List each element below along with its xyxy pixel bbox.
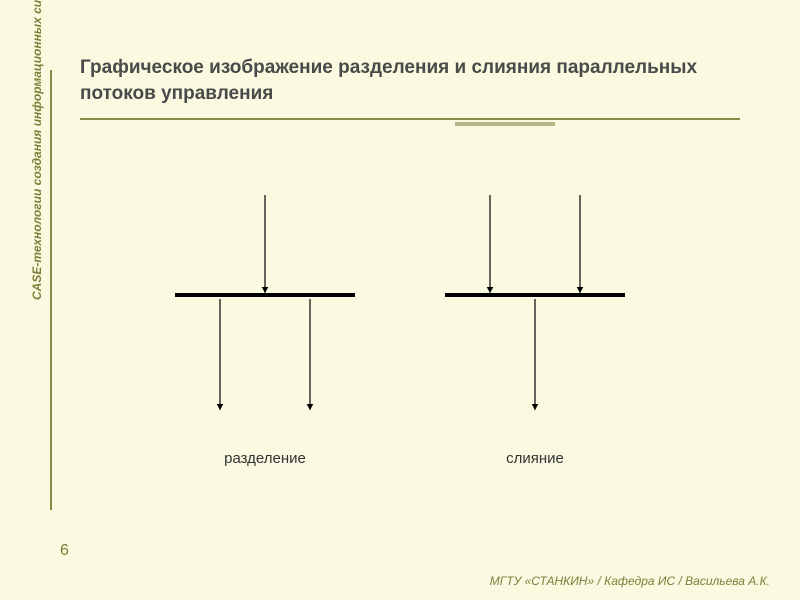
title-underline [80, 118, 740, 120]
sidebar-title: CASE-технологии создания информационных … [30, 0, 44, 300]
fork-caption: разделение [155, 450, 375, 467]
fork-diagram [155, 195, 375, 410]
sidebar-rule [50, 70, 52, 510]
footer-text: МГТУ «СТАНКИН» / Кафедра ИС / Васильева … [490, 574, 770, 588]
title-accent [455, 122, 555, 126]
join-diagram [425, 195, 645, 410]
page-number: 6 [60, 542, 69, 560]
slide-title: Графическое изображение разделения и сли… [80, 55, 720, 106]
join-caption: слияние [425, 450, 645, 467]
